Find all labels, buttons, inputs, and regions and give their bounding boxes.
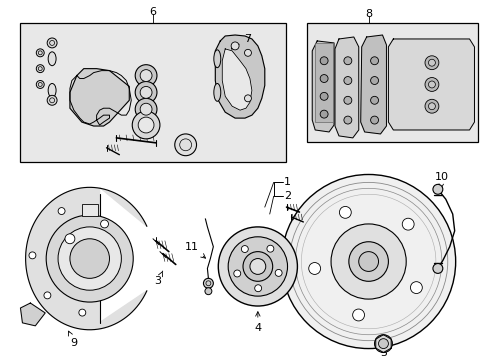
Circle shape [427, 81, 434, 88]
Ellipse shape [48, 52, 56, 66]
Bar [315, 43, 332, 122]
Circle shape [101, 220, 108, 228]
Circle shape [36, 65, 44, 73]
Circle shape [254, 285, 261, 292]
Circle shape [46, 215, 133, 302]
Circle shape [424, 77, 438, 91]
Circle shape [138, 117, 154, 133]
Text: 6: 6 [149, 7, 156, 17]
Circle shape [233, 270, 240, 277]
Circle shape [370, 77, 378, 85]
Circle shape [70, 239, 109, 278]
Circle shape [424, 99, 438, 113]
Polygon shape [387, 39, 473, 130]
Circle shape [135, 98, 157, 120]
Polygon shape [312, 41, 333, 132]
Circle shape [79, 309, 85, 316]
Circle shape [36, 49, 44, 57]
Circle shape [244, 49, 251, 56]
Circle shape [218, 227, 297, 306]
Circle shape [140, 69, 152, 81]
Circle shape [320, 110, 327, 118]
Polygon shape [20, 303, 45, 326]
Circle shape [132, 111, 160, 139]
Text: 7: 7 [231, 34, 251, 49]
Text: 9: 9 [68, 331, 77, 348]
Circle shape [308, 262, 320, 274]
Circle shape [47, 95, 57, 105]
Circle shape [432, 264, 442, 273]
Circle shape [29, 252, 36, 259]
Circle shape [47, 38, 57, 48]
Circle shape [135, 65, 157, 86]
Polygon shape [215, 35, 264, 118]
Text: 5: 5 [379, 345, 386, 357]
Circle shape [343, 116, 351, 124]
Circle shape [352, 309, 364, 321]
Circle shape [343, 96, 351, 104]
Text: 10: 10 [434, 172, 448, 189]
Circle shape [58, 227, 121, 290]
Circle shape [140, 103, 152, 115]
Circle shape [281, 175, 455, 348]
Circle shape [409, 282, 422, 293]
Polygon shape [70, 69, 129, 126]
Circle shape [140, 86, 152, 98]
Text: 1: 1 [284, 177, 290, 188]
Circle shape [432, 184, 442, 194]
Circle shape [228, 237, 287, 296]
Ellipse shape [213, 50, 220, 68]
Circle shape [402, 218, 413, 230]
Circle shape [348, 242, 387, 281]
Circle shape [231, 42, 239, 50]
Circle shape [370, 116, 378, 124]
Circle shape [275, 269, 282, 276]
Circle shape [44, 292, 51, 299]
Circle shape [343, 77, 351, 85]
Polygon shape [360, 35, 386, 134]
Circle shape [424, 56, 438, 69]
Circle shape [358, 252, 378, 271]
Circle shape [174, 134, 196, 156]
Circle shape [339, 206, 350, 218]
Circle shape [374, 335, 391, 352]
Circle shape [266, 245, 273, 252]
Circle shape [378, 339, 387, 348]
Circle shape [370, 57, 378, 65]
Ellipse shape [48, 84, 56, 97]
Circle shape [320, 93, 327, 100]
Text: 2: 2 [284, 191, 290, 201]
Polygon shape [222, 49, 251, 110]
Text: 8: 8 [365, 9, 371, 19]
Circle shape [320, 75, 327, 82]
Circle shape [249, 258, 265, 274]
Text: 3: 3 [154, 271, 163, 286]
Polygon shape [25, 187, 146, 330]
Text: 4: 4 [254, 312, 261, 333]
Bar [81, 204, 98, 216]
Circle shape [135, 81, 157, 103]
Circle shape [204, 288, 211, 294]
Bar [20, 23, 285, 162]
Circle shape [203, 278, 213, 288]
Circle shape [36, 81, 44, 89]
Circle shape [320, 57, 327, 65]
Circle shape [343, 57, 351, 65]
Circle shape [65, 234, 75, 244]
Bar [306, 23, 477, 142]
Circle shape [241, 246, 248, 252]
Ellipse shape [213, 84, 220, 101]
Circle shape [427, 103, 434, 110]
Circle shape [427, 59, 434, 66]
Circle shape [244, 95, 251, 102]
Polygon shape [334, 37, 358, 138]
Text: 11: 11 [184, 242, 205, 258]
Circle shape [58, 208, 65, 215]
Circle shape [370, 96, 378, 104]
Circle shape [243, 252, 272, 281]
Circle shape [330, 224, 406, 299]
